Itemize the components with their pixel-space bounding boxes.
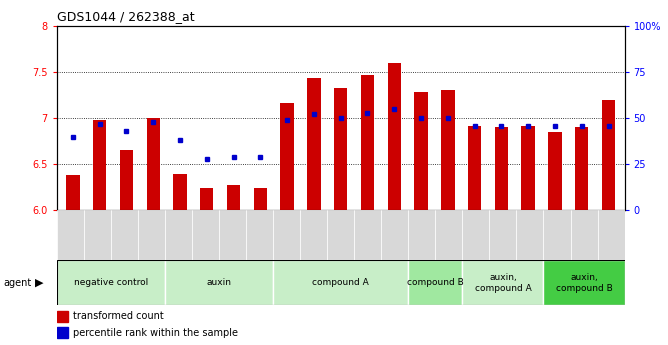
Bar xyxy=(354,210,381,260)
Bar xyxy=(246,210,273,260)
Text: transformed count: transformed count xyxy=(73,311,164,321)
Bar xyxy=(408,210,436,260)
Bar xyxy=(575,127,589,210)
Text: negative control: negative control xyxy=(73,278,148,287)
Text: agent: agent xyxy=(3,278,31,288)
Bar xyxy=(408,260,462,305)
Bar xyxy=(273,260,408,305)
Bar xyxy=(387,63,401,210)
Bar xyxy=(495,127,508,210)
Bar xyxy=(227,185,240,210)
Bar xyxy=(138,210,165,260)
Bar xyxy=(598,210,625,260)
Bar xyxy=(516,210,544,260)
Bar xyxy=(200,188,214,210)
Bar xyxy=(111,210,138,260)
Bar xyxy=(57,327,69,338)
Bar xyxy=(327,210,354,260)
Text: ▶: ▶ xyxy=(35,278,43,288)
Bar xyxy=(544,260,625,305)
Text: percentile rank within the sample: percentile rank within the sample xyxy=(73,328,238,337)
Bar xyxy=(66,175,79,210)
Bar xyxy=(192,210,219,260)
Bar xyxy=(381,210,408,260)
Bar xyxy=(254,188,267,210)
Text: compound B: compound B xyxy=(407,278,464,287)
Bar xyxy=(548,132,562,210)
Bar xyxy=(57,210,84,260)
Bar xyxy=(436,210,462,260)
Bar xyxy=(414,92,428,210)
Bar xyxy=(57,260,165,305)
Text: auxin,
compound A: auxin, compound A xyxy=(474,273,531,293)
Bar xyxy=(361,75,374,210)
Bar xyxy=(146,118,160,210)
Bar xyxy=(570,210,598,260)
Bar xyxy=(441,90,454,210)
Text: auxin,
compound B: auxin, compound B xyxy=(556,273,613,293)
Text: compound A: compound A xyxy=(313,278,369,287)
Bar xyxy=(522,126,535,210)
Bar xyxy=(219,210,246,260)
Bar xyxy=(57,310,69,322)
Bar xyxy=(468,126,481,210)
Bar xyxy=(165,260,273,305)
Bar xyxy=(93,120,106,210)
Bar xyxy=(173,175,186,210)
Bar xyxy=(281,104,294,210)
Bar xyxy=(120,150,133,210)
Bar xyxy=(165,210,192,260)
Bar xyxy=(300,210,327,260)
Bar xyxy=(307,78,321,210)
Bar xyxy=(544,210,570,260)
Bar xyxy=(462,260,544,305)
Bar xyxy=(84,210,111,260)
Bar xyxy=(273,210,300,260)
Text: GDS1044 / 262388_at: GDS1044 / 262388_at xyxy=(57,10,194,23)
Text: auxin: auxin xyxy=(206,278,232,287)
Bar xyxy=(602,100,615,210)
Bar xyxy=(490,210,516,260)
Bar xyxy=(462,210,490,260)
Bar xyxy=(334,88,347,210)
